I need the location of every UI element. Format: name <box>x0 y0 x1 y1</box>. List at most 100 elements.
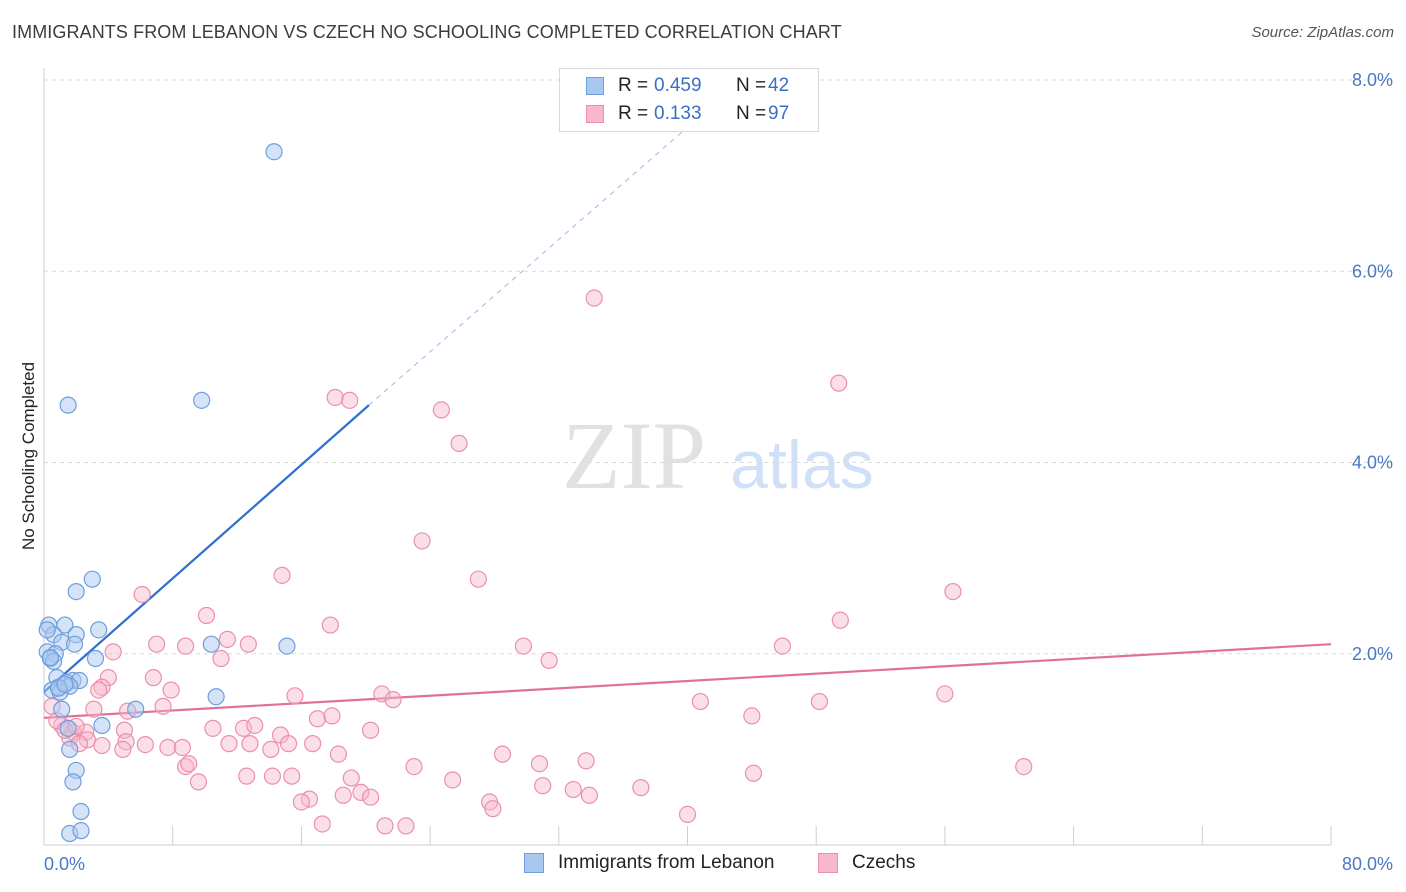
czech-point <box>263 767 282 785</box>
czech-point <box>93 678 111 696</box>
czech-point <box>326 388 344 407</box>
czech-point <box>313 815 331 833</box>
lebanon-point <box>65 635 84 653</box>
series-legend-czech: Czechs <box>818 852 915 874</box>
series-swatch-czech <box>818 853 838 873</box>
x-tick-label: 0.0% <box>44 854 85 874</box>
czech-point <box>173 738 191 757</box>
legend-r-label: R = <box>618 103 649 124</box>
czech-point <box>239 635 257 653</box>
czech-point <box>450 434 468 452</box>
legend-r-value: 0.133 <box>654 103 702 124</box>
czech-point <box>99 669 117 687</box>
czech-point <box>352 783 370 802</box>
series-legend-lebanon: Immigrants from Lebanon <box>524 852 775 874</box>
czech-point <box>234 719 253 737</box>
x-tick-label: 80.0% <box>1342 854 1393 874</box>
czech-point <box>162 681 180 699</box>
czech-point <box>397 817 415 835</box>
czech-point <box>936 685 954 703</box>
watermark-atlas: atlas <box>730 427 874 503</box>
czech-point <box>114 740 132 758</box>
lebanon-point <box>90 621 108 639</box>
y-axis-label: No Schooling Completed <box>19 362 38 550</box>
czech-point <box>308 710 327 728</box>
lebanon-point <box>72 822 90 840</box>
lebanon-points <box>38 143 296 843</box>
czech-point <box>90 681 108 699</box>
series-label-lebanon: Immigrants from Lebanon <box>558 852 775 873</box>
watermark-zip: ZIP <box>562 402 706 509</box>
czech-point <box>334 786 352 804</box>
czech-point <box>810 692 829 711</box>
lebanon-point <box>61 740 79 758</box>
czech-point <box>405 757 423 776</box>
czech-point <box>238 767 256 785</box>
lebanon-point <box>202 635 220 653</box>
czech-point <box>78 731 97 749</box>
czech-point <box>632 779 650 797</box>
czech-point <box>342 769 360 787</box>
lebanon-point <box>53 700 71 718</box>
czech-point <box>292 793 310 811</box>
czech-point <box>361 788 380 806</box>
czech-point <box>743 707 761 725</box>
czech-point <box>304 735 322 753</box>
czech-point <box>144 669 162 687</box>
czech-point <box>493 745 512 763</box>
czech-point <box>469 570 487 588</box>
czech-point <box>540 651 558 670</box>
czech-point <box>279 735 298 753</box>
czech-point <box>484 800 502 818</box>
czech-point <box>204 719 222 737</box>
lebanon-point <box>56 616 74 634</box>
zipatlas-watermark: ZIP atlas <box>562 402 874 509</box>
trend-lines <box>43 98 1332 719</box>
lebanon-point <box>193 391 211 409</box>
czech-point <box>773 637 792 655</box>
lebanon-point <box>41 648 60 667</box>
lebanon-point <box>38 621 56 639</box>
czech-point <box>580 786 598 804</box>
lebanon-point <box>59 719 77 737</box>
lebanon-point <box>72 802 90 821</box>
czech-point <box>197 606 216 625</box>
czech-point <box>944 582 962 601</box>
czech-point <box>85 700 103 718</box>
czech-point <box>444 771 462 789</box>
czech-point <box>154 697 172 715</box>
lebanon-point <box>265 143 283 161</box>
czech-point <box>159 738 177 757</box>
lebanon-point <box>64 773 82 791</box>
czech-point <box>323 707 341 725</box>
lebanon-point <box>67 582 85 601</box>
czech-trend-line <box>43 643 1332 719</box>
series-swatch-lebanon <box>524 853 544 873</box>
czech-point <box>286 687 304 705</box>
source-label: Source: ZipAtlas.com <box>1251 24 1394 41</box>
czech-point <box>831 611 849 629</box>
lebanon-point <box>127 700 145 718</box>
czech-point <box>133 585 151 604</box>
chart-title: IMMIGRANTS FROM LEBANON VS CZECH NO SCHO… <box>12 22 842 42</box>
czech-point <box>180 755 198 773</box>
legend-row-czech: R = 0.133 N = 97 <box>586 101 789 127</box>
legend-row-lebanon: R = 0.459 N = 42 <box>586 73 789 99</box>
legend-n-value: 42 <box>768 75 790 96</box>
czech-point <box>176 637 195 655</box>
czech-point <box>432 401 450 419</box>
czech-point <box>176 757 195 776</box>
czech-point <box>361 721 380 739</box>
czech-point <box>93 736 111 755</box>
axes <box>43 68 1332 846</box>
lebanon-trend-line <box>43 404 370 693</box>
czech-point <box>273 566 291 584</box>
czech-point <box>514 637 533 655</box>
czech-point <box>148 635 166 653</box>
legend-n-value: 97 <box>768 103 790 124</box>
czech-point <box>104 643 122 661</box>
czech-point <box>220 735 238 753</box>
correlation-legend: R = 0.459 N = 42 R = 0.133 N = 97 <box>559 68 819 132</box>
y-tick-label: 4.0% <box>1352 453 1393 473</box>
